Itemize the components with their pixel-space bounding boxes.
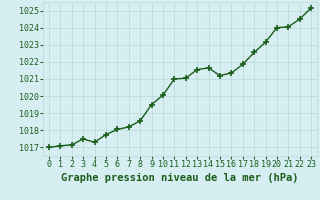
X-axis label: Graphe pression niveau de la mer (hPa): Graphe pression niveau de la mer (hPa)	[61, 173, 299, 183]
